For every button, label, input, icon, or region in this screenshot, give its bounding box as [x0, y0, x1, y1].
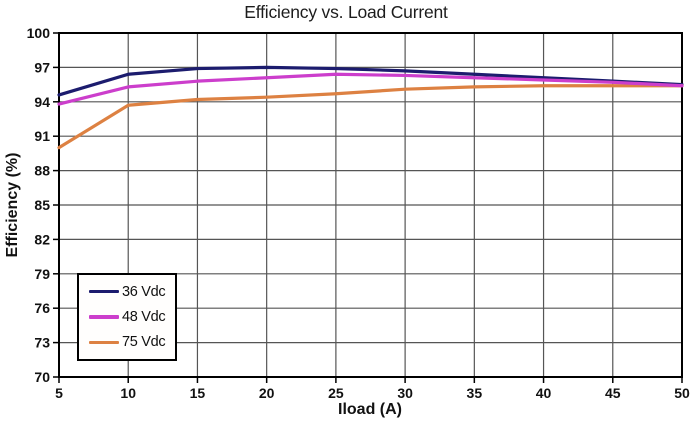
legend-swatch-48vdc — [89, 315, 119, 319]
x-tick-label: 35 — [467, 385, 483, 401]
y-tick-label: 100 — [27, 25, 51, 41]
y-tick-label: 82 — [34, 231, 50, 247]
x-tick-label: 50 — [674, 385, 690, 401]
series-line-36-vdc — [57, 65, 684, 97]
x-tick-label: 25 — [328, 385, 344, 401]
chart-title: Efficiency vs. Load Current — [244, 2, 448, 22]
x-tick-label: 20 — [259, 385, 275, 401]
x-tick-label: 10 — [120, 385, 136, 401]
x-axis-label: Iload (A) — [338, 401, 402, 418]
y-tick-label: 91 — [34, 128, 50, 144]
y-tick-label: 88 — [34, 163, 50, 179]
y-tick-label: 76 — [34, 300, 50, 316]
legend-label-75vdc: 75 Vdc — [122, 334, 166, 351]
legend: 36 Vdc 48 Vdc 75 Vdc — [77, 273, 177, 361]
legend-item-48vdc: 48 Vdc — [89, 309, 175, 325]
x-tick-label: 30 — [397, 385, 413, 401]
legend-swatch-75vdc — [89, 340, 119, 345]
legend-item-75vdc: 75 Vdc — [89, 334, 175, 350]
x-tick-label: 15 — [190, 385, 206, 401]
x-tick-label: 45 — [605, 385, 621, 401]
y-tick-label: 70 — [34, 369, 50, 385]
x-tick-label: 5 — [55, 385, 63, 401]
y-tick-label: 94 — [34, 94, 50, 110]
y-tick-label: 73 — [34, 335, 50, 351]
legend-item-36vdc: 36 Vdc — [89, 284, 175, 300]
y-tick-label: 79 — [34, 266, 50, 282]
series-line-48-vdc — [57, 72, 684, 106]
legend-label-48vdc: 48 Vdc — [122, 308, 166, 325]
series-line-75-vdc — [57, 84, 684, 150]
y-tick-label: 97 — [34, 59, 50, 75]
legend-label-36vdc: 36 Vdc — [122, 283, 166, 300]
legend-swatch-36vdc — [89, 289, 119, 294]
x-tick-label: 40 — [536, 385, 552, 401]
y-tick-label: 85 — [34, 197, 50, 213]
